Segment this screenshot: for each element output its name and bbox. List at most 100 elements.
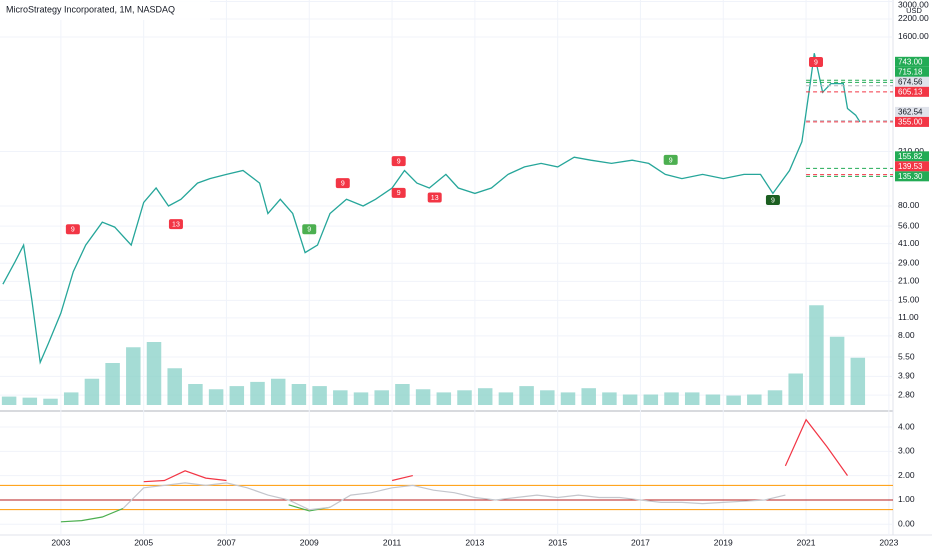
axis: 3000.00 2200.00 1600.00 210.00 80.00 56.00 41.… xyxy=(51,0,929,547)
volume-bar xyxy=(705,394,721,405)
signal-box xyxy=(808,57,823,68)
y-tick-label: 2200.00 xyxy=(898,13,929,23)
volume-bar xyxy=(457,390,472,405)
signal-label: 9 xyxy=(397,159,401,166)
volume-bar xyxy=(560,392,576,405)
y-tick-label: 1.00 xyxy=(898,494,915,504)
x-tick-label: 2003 xyxy=(51,537,70,547)
volume-bar xyxy=(477,388,493,405)
volume-bar xyxy=(333,390,348,405)
y-tick-label: 56.00 xyxy=(898,220,920,230)
volume-bar xyxy=(581,388,596,405)
x-tick-label: 2007 xyxy=(217,537,236,547)
volume-bar xyxy=(374,390,389,405)
x-tick-label: 2013 xyxy=(465,537,484,547)
x-tick-label: 2017 xyxy=(631,537,650,547)
volume-bar xyxy=(270,378,286,405)
volume-bar xyxy=(747,394,762,405)
chart-title: MicroStrategy Incorporated, 1M, NASDAQ xyxy=(6,4,175,14)
volume-bar xyxy=(250,381,265,405)
volume-bar xyxy=(353,392,369,405)
volume-bar xyxy=(684,392,700,405)
volume-bar xyxy=(126,347,141,405)
volume-bar xyxy=(850,357,866,405)
volume-bar xyxy=(788,373,803,405)
x-tick-label: 2009 xyxy=(300,537,319,547)
price-tag-label: 135.30 xyxy=(898,172,923,181)
y-tick-label: 21.00 xyxy=(898,276,920,286)
volume-bar xyxy=(312,386,327,405)
y-tick-label: 1600.00 xyxy=(898,31,929,41)
volume-bar xyxy=(63,392,79,405)
y-tick-label: 11.00 xyxy=(898,312,919,322)
price-tag xyxy=(895,116,929,127)
volume-bar xyxy=(167,368,182,405)
price-tag xyxy=(895,161,929,172)
volume-bar xyxy=(22,397,38,405)
y-tick-label: 80.00 xyxy=(898,200,920,210)
signal-box xyxy=(663,154,678,165)
x-tick-label: 2023 xyxy=(879,537,898,547)
volume-bar xyxy=(767,390,783,405)
y-tick-label: 2.80 xyxy=(898,389,915,399)
price-tag-label: 605.13 xyxy=(898,87,923,96)
price-tag xyxy=(895,86,929,97)
volume-bar xyxy=(291,384,307,405)
price-tag-label: 362.54 xyxy=(898,108,923,117)
x-tick-label: 2019 xyxy=(714,537,733,547)
signal-label: 9 xyxy=(771,197,775,204)
volume-bar xyxy=(188,384,203,405)
volume-bar xyxy=(43,398,58,405)
signal-label: 9 xyxy=(71,227,75,234)
signal-box xyxy=(65,224,80,235)
signal-label: 9 xyxy=(341,180,345,187)
y-tick-label: 3000.00 xyxy=(898,0,929,9)
price-tag xyxy=(895,76,929,87)
y-tick-label: 2.00 xyxy=(898,470,915,480)
volume-bar xyxy=(146,342,162,405)
volume-bar xyxy=(664,392,679,405)
signal-box xyxy=(427,192,442,203)
x-tick-label: 2011 xyxy=(383,537,402,547)
volume-bar xyxy=(415,389,431,405)
volume-bar xyxy=(519,386,534,405)
x-tick-label: 2005 xyxy=(134,537,153,547)
y-tick-label: 29.00 xyxy=(898,257,920,267)
y-tick-label: 41.00 xyxy=(898,238,920,248)
y-tick-label: 8.00 xyxy=(898,330,915,340)
signal-label: 9 xyxy=(814,59,818,66)
price-tag-label: 355.00 xyxy=(898,118,923,127)
price-tag xyxy=(895,56,929,67)
signal-box xyxy=(391,156,406,167)
price-tag-label: 155.82 xyxy=(898,152,923,161)
signal-label: 9 xyxy=(669,157,673,164)
title-bg xyxy=(0,0,210,20)
y-tick-label: 0.00 xyxy=(898,519,915,529)
volume-bar xyxy=(105,363,120,405)
volume-bar xyxy=(829,336,845,405)
signal-box xyxy=(168,219,183,230)
volume-bar xyxy=(540,390,555,405)
volume-bar xyxy=(229,386,245,405)
x-tick-label: 2015 xyxy=(548,537,567,547)
signal-box xyxy=(765,194,780,205)
y-tick-label: 4.00 xyxy=(898,421,915,431)
price-tag-label: 674.56 xyxy=(898,77,923,86)
y-unit: USD xyxy=(906,6,922,15)
price-tag-label: 139.53 xyxy=(898,162,923,171)
indicator-line xyxy=(143,418,848,483)
y-tick-label: 5.50 xyxy=(898,351,915,361)
volume-bar xyxy=(809,305,824,405)
volume-bar xyxy=(208,389,224,405)
volume-bar xyxy=(498,392,514,405)
signal-label: 13 xyxy=(431,195,439,202)
y-tick-label: 3.90 xyxy=(898,371,915,381)
indicator-line xyxy=(60,504,331,523)
signal-box xyxy=(391,187,406,198)
volume-bar xyxy=(436,392,452,405)
volume-bar xyxy=(84,378,100,405)
price-tag-label: 743.00 xyxy=(898,57,923,66)
signal-label: 9 xyxy=(397,190,401,197)
